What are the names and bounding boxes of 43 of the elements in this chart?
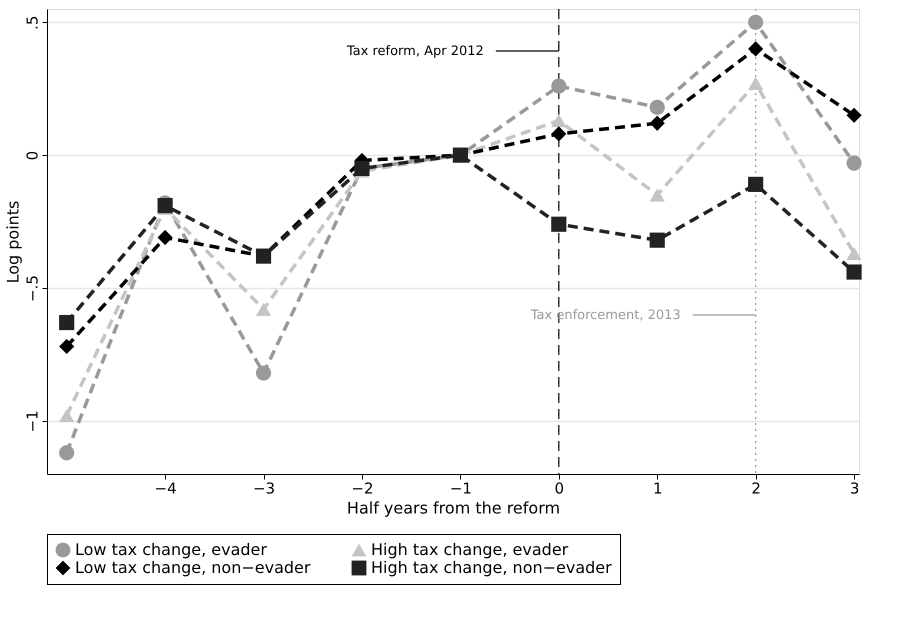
point [158, 230, 173, 246]
point [256, 365, 272, 381]
point [256, 302, 272, 316]
point [650, 232, 665, 248]
point [551, 216, 566, 232]
x-tick-label: 2 [751, 480, 761, 498]
point [59, 445, 74, 460]
x-tick-label: 1 [652, 480, 663, 498]
legend-label: High tax change, non−evader [371, 558, 612, 577]
point [748, 14, 764, 30]
point [59, 408, 74, 422]
point [846, 264, 862, 280]
point [748, 41, 764, 56]
x-tick-label: 3 [850, 480, 860, 498]
point [551, 114, 566, 128]
point [551, 78, 566, 94]
point [59, 338, 74, 354]
x-tick-label: −3 [252, 480, 276, 498]
point [650, 100, 665, 115]
point [748, 76, 764, 90]
point [748, 176, 764, 192]
point [650, 116, 665, 131]
y-tick-label: 0 [24, 150, 42, 160]
x-tick-label: −2 [351, 480, 374, 498]
point [59, 314, 74, 330]
annotation: Tax reform, Apr 2012 [346, 44, 484, 59]
x-axis-title: Half years from the reform [346, 498, 560, 518]
x-tick-label: −1 [450, 480, 472, 498]
point [846, 108, 862, 123]
legend-label: High tax change, evader [371, 540, 569, 559]
y-tick-label: .5 [24, 16, 42, 30]
point [551, 126, 566, 142]
point [846, 246, 862, 260]
point [846, 156, 862, 171]
point [158, 198, 173, 214]
legend-label: Low tax change, non−evader [75, 558, 311, 577]
y-tick-label: −1 [24, 410, 42, 432]
y-tick-label: −.5 [24, 275, 42, 302]
x-tick-label: 0 [554, 480, 564, 498]
point [650, 188, 665, 202]
x-tick-label: −4 [154, 480, 177, 498]
y-axis-title: Log points [4, 200, 22, 284]
legend-label: Low tax change, evader [75, 540, 268, 559]
